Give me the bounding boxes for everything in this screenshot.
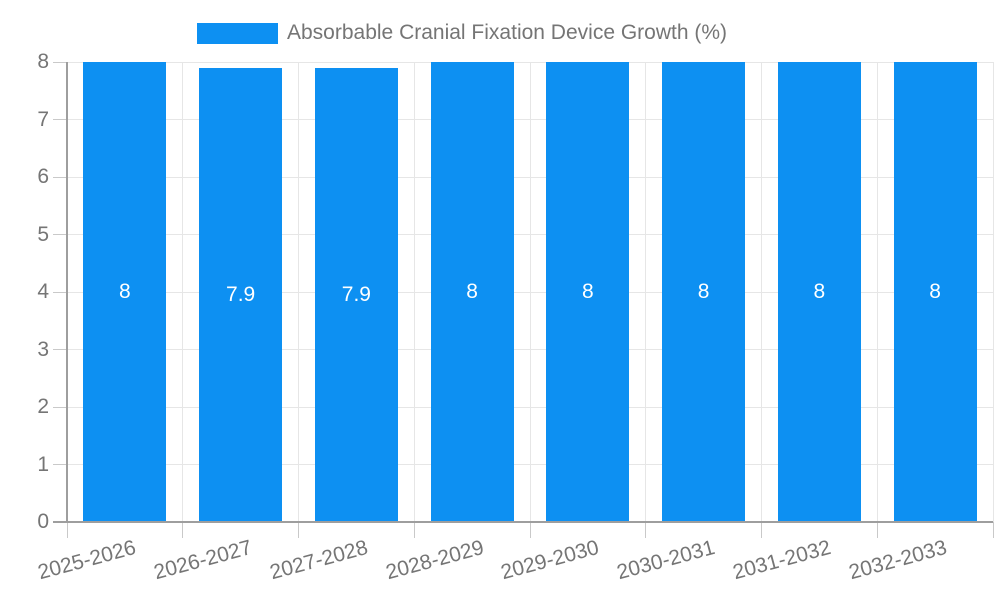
bar-value-label: 8	[119, 280, 131, 303]
x-axis-label: 2032-2033	[846, 536, 950, 585]
chart-legend[interactable]: Absorbable Cranial Fixation Device Growt…	[197, 20, 727, 46]
x-axis-label: 2026-2027	[151, 536, 255, 585]
bar-2026-2027[interactable]	[199, 67, 283, 522]
y-tick	[53, 291, 67, 293]
x-tick	[761, 522, 762, 538]
v-gridline	[413, 62, 415, 522]
bar-2028-2029[interactable]	[430, 62, 514, 522]
legend-swatch	[197, 22, 278, 44]
legend-label: Absorbable Cranial Fixation Device Growt…	[287, 21, 728, 44]
x-tick	[876, 522, 878, 538]
y-axis-label: 4	[37, 280, 49, 303]
y-axis-label: 6	[37, 165, 49, 188]
v-gridline	[529, 62, 531, 522]
x-axis-label: 2028-2029	[383, 536, 487, 585]
bar-2027-2028[interactable]	[314, 67, 398, 522]
bar-value-label: 7.9	[226, 282, 256, 306]
x-axis-label: 2029-2030	[498, 536, 602, 585]
y-tick	[53, 464, 67, 465]
x-axis-line	[53, 521, 993, 523]
bar-2031-2032[interactable]	[777, 62, 861, 522]
v-gridline	[761, 62, 762, 522]
x-axis-label: 2030-2031	[614, 536, 718, 585]
bar-value-label: 8	[813, 280, 826, 303]
x-axis-label: 2027-2028	[267, 536, 371, 585]
y-axis-label: 8	[37, 50, 49, 73]
x-axis-label: 2031-2032	[730, 536, 834, 585]
x-tick	[182, 522, 184, 538]
x-tick	[413, 522, 415, 538]
y-tick	[53, 234, 67, 235]
bar-value-label: 8	[929, 280, 941, 303]
y-tick	[53, 349, 67, 350]
x-tick	[298, 522, 299, 538]
x-tick	[529, 522, 531, 538]
y-tick	[53, 119, 67, 120]
y-axis-line	[66, 62, 68, 522]
bar-value-label: 8	[697, 280, 710, 303]
v-gridline	[182, 62, 184, 522]
y-axis-label: 7	[37, 107, 49, 131]
bar-2032-2033[interactable]	[893, 62, 977, 522]
x-tick	[992, 522, 994, 538]
bar-2025-2026[interactable]	[83, 62, 167, 522]
y-tick	[53, 406, 67, 408]
v-gridline	[645, 62, 647, 522]
y-axis-label: 3	[37, 337, 49, 361]
bar-value-label: 8	[582, 280, 594, 303]
y-tick	[53, 61, 67, 63]
y-tick	[53, 176, 67, 178]
bar-value-label: 8	[466, 280, 478, 303]
bar-2029-2030[interactable]	[546, 62, 630, 522]
y-axis-label: 5	[37, 222, 49, 246]
bar-2030-2031[interactable]	[662, 62, 746, 522]
x-tick	[66, 522, 68, 538]
y-axis-label: 0	[37, 510, 49, 533]
y-axis-label: 2	[37, 395, 49, 418]
v-gridline	[992, 62, 994, 522]
x-tick	[645, 522, 647, 538]
v-gridline	[876, 62, 878, 522]
v-gridline	[298, 62, 299, 522]
x-axis-label: 2025-2026	[35, 536, 139, 585]
y-axis-label: 1	[37, 452, 49, 476]
bar-value-label: 7.9	[341, 282, 371, 306]
